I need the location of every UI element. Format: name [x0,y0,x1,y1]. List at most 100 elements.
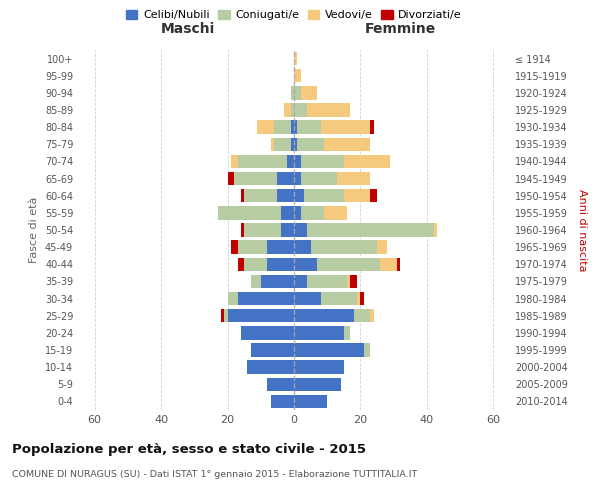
Bar [287,154,294,168]
Bar [290,138,294,151]
Bar [294,258,317,271]
Bar [320,292,357,306]
Bar [294,138,298,151]
Bar [290,104,294,117]
Bar [294,206,301,220]
Bar [244,258,268,271]
Bar [244,189,277,202]
Bar [294,120,298,134]
Bar [281,206,294,220]
Bar [294,326,344,340]
Bar [257,120,274,134]
Bar [294,394,327,408]
Bar [294,344,364,356]
Bar [294,378,341,391]
Bar [227,172,234,186]
Bar [221,309,224,322]
Bar [241,189,244,202]
Bar [268,378,294,391]
Bar [298,138,324,151]
Bar [364,344,370,356]
Bar [247,360,294,374]
Bar [344,326,350,340]
Bar [377,240,387,254]
Bar [238,240,268,254]
Bar [294,154,301,168]
Bar [294,224,307,236]
Bar [337,172,370,186]
Bar [274,120,290,134]
Bar [357,292,361,306]
Bar [301,86,317,100]
Bar [290,120,294,134]
Bar [271,394,294,408]
Bar [301,154,344,168]
Bar [294,69,301,82]
Y-axis label: Anni di nascita: Anni di nascita [577,188,587,271]
Legend: Celibi/Nubili, Coniugati/e, Vedovi/e, Divorziati/e: Celibi/Nubili, Coniugati/e, Vedovi/e, Di… [122,5,466,24]
Bar [277,172,294,186]
Bar [238,258,244,271]
Bar [324,138,370,151]
Bar [261,274,294,288]
Bar [251,274,261,288]
Bar [294,292,320,306]
Bar [294,104,307,117]
Bar [317,258,380,271]
Bar [294,240,311,254]
Bar [361,292,364,306]
Bar [244,224,281,236]
Bar [311,240,377,254]
Text: Maschi: Maschi [161,22,215,36]
Bar [434,224,437,236]
Bar [234,172,277,186]
Bar [294,86,301,100]
Bar [324,206,347,220]
Bar [231,154,238,168]
Bar [251,344,294,356]
Bar [347,274,350,288]
Bar [290,86,294,100]
Bar [238,292,294,306]
Bar [231,240,238,254]
Text: COMUNE DI NURAGUS (SU) - Dati ISTAT 1° gennaio 2015 - Elaborazione TUTTITALIA.IT: COMUNE DI NURAGUS (SU) - Dati ISTAT 1° g… [12,470,417,479]
Bar [268,240,294,254]
Bar [238,154,287,168]
Bar [284,104,290,117]
Bar [344,154,391,168]
Bar [271,138,274,151]
Bar [294,52,298,66]
Bar [241,326,294,340]
Bar [274,138,290,151]
Bar [301,206,324,220]
Bar [294,360,344,374]
Text: Femmine: Femmine [365,22,436,36]
Bar [294,189,304,202]
Bar [307,224,434,236]
Bar [277,189,294,202]
Bar [227,292,238,306]
Bar [294,309,354,322]
Bar [294,274,307,288]
Bar [294,172,301,186]
Bar [350,274,357,288]
Bar [224,309,227,322]
Bar [298,120,320,134]
Bar [370,309,374,322]
Text: Popolazione per età, sesso e stato civile - 2015: Popolazione per età, sesso e stato civil… [12,442,366,456]
Bar [344,189,370,202]
Bar [307,274,347,288]
Bar [307,104,350,117]
Bar [354,309,370,322]
Bar [218,206,281,220]
Bar [397,258,400,271]
Bar [241,224,244,236]
Bar [281,224,294,236]
Bar [268,258,294,271]
Y-axis label: Fasce di età: Fasce di età [29,197,39,263]
Bar [370,120,374,134]
Bar [320,120,370,134]
Bar [227,309,294,322]
Bar [380,258,397,271]
Bar [370,189,377,202]
